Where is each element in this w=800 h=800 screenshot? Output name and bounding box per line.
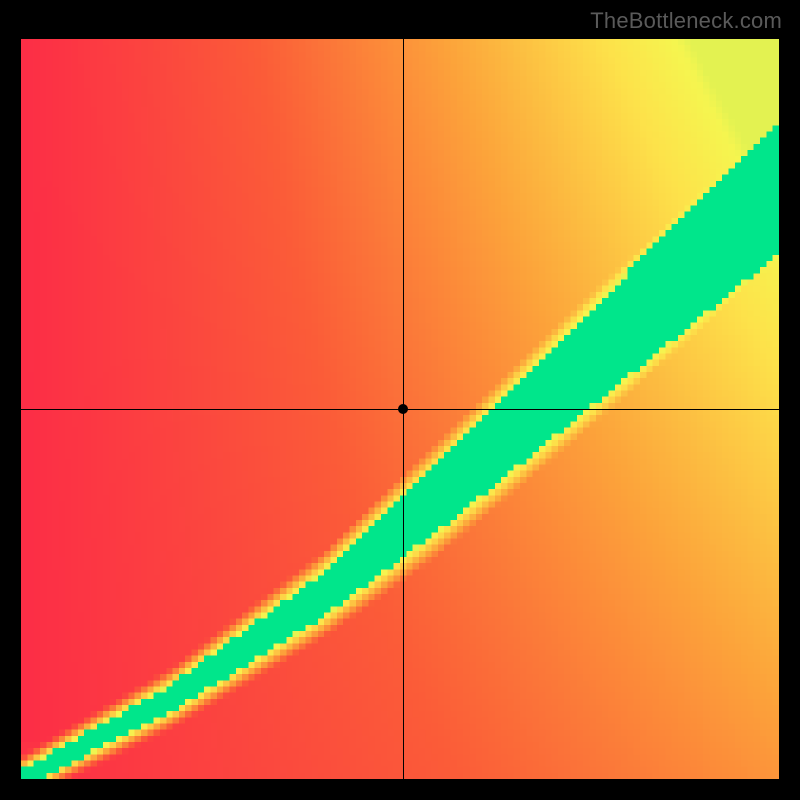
plot-area [20,38,780,780]
chart-frame: TheBottleneck.com [0,0,800,800]
watermark-text: TheBottleneck.com [590,8,782,34]
marker-dot [398,404,408,414]
